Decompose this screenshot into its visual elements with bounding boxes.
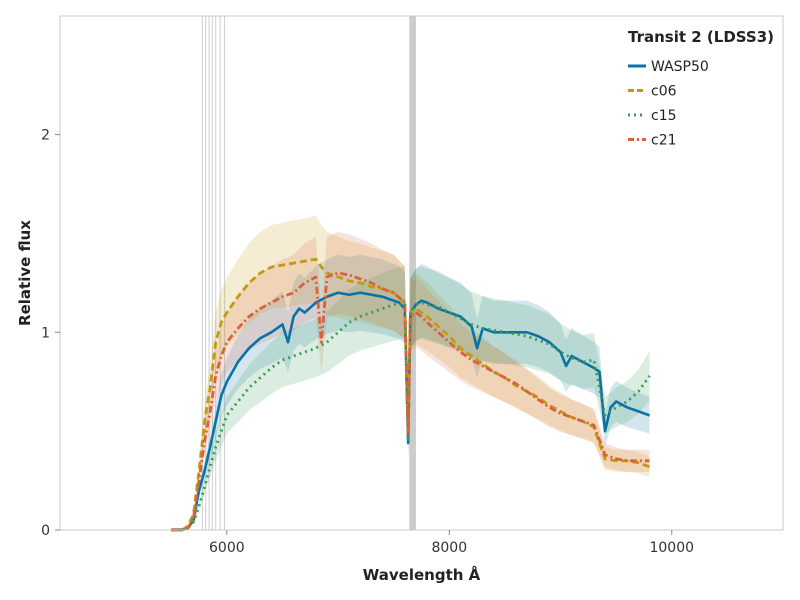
band-c21 (171, 231, 650, 530)
axes: 6000 8000 10000 0 1 2 (41, 128, 694, 556)
x-tick-label-10000: 10000 (649, 540, 694, 556)
legend-title: Transit 2 (LDSS3) (628, 28, 774, 46)
series-line-c15 (171, 301, 651, 532)
x-tick-label-8000: 8000 (431, 540, 467, 556)
x-tick-label-6000: 6000 (209, 540, 245, 556)
legend-label-WASP50: WASP50 (651, 59, 709, 75)
masked-band (409, 16, 416, 530)
plot-frame (59, 15, 784, 531)
y-axis-title: Relative flux (16, 220, 34, 326)
series-lines (171, 257, 651, 532)
y-tick-label-2: 2 (41, 128, 50, 144)
series-line-c21 (171, 271, 650, 532)
legend-label-c15: c15 (651, 108, 677, 124)
masked-regions (201, 16, 416, 530)
y-tick-label-1: 1 (41, 325, 50, 341)
y-tick-label-0: 0 (41, 523, 50, 539)
legend: Transit 2 (LDSS3) WASP50 c06 c15 c21 (628, 28, 774, 149)
legend-label-c06: c06 (651, 84, 677, 100)
x-axis-title: Wavelength Å (363, 565, 481, 584)
legend-label-c21: c21 (651, 133, 677, 149)
